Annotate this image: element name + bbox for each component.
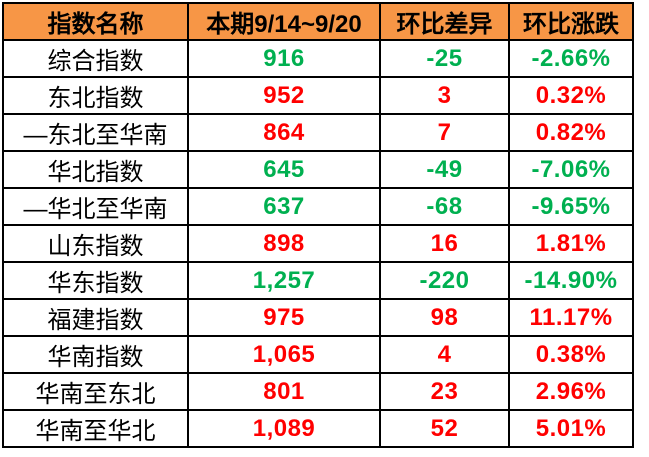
current-value-cell: 952 <box>187 76 381 115</box>
table-row: 东北指数 952 3 0.32% <box>2 76 634 115</box>
index-name-cell: 华东指数 <box>2 261 189 300</box>
current-value-cell: 864 <box>187 113 381 152</box>
table-row: 综合指数 916 -25 -2.66% <box>2 39 634 78</box>
diff-value-cell: 7 <box>379 113 510 152</box>
change-value-cell: 0.38% <box>508 335 634 374</box>
index-name-cell: 华南指数 <box>2 335 189 374</box>
change-value-cell: -7.06% <box>508 150 634 189</box>
change-value-cell: 1.81% <box>508 224 634 263</box>
current-value-cell: 637 <box>187 187 381 226</box>
table-row: 华南至华北 1,089 52 5.01% <box>2 409 634 448</box>
current-value-cell: 916 <box>187 39 381 78</box>
change-value-cell: -14.90% <box>508 261 634 300</box>
change-value-cell: 2.96% <box>508 372 634 411</box>
change-value-cell: 0.32% <box>508 76 634 115</box>
header-row: 指数名称 本期9/14~9/20 环比差异 环比涨跌 <box>2 2 634 41</box>
current-value-cell: 801 <box>187 372 381 411</box>
index-name-cell: 山东指数 <box>2 224 189 263</box>
diff-value-cell: 4 <box>379 335 510 374</box>
table-row: 华南至东北 801 23 2.96% <box>2 372 634 411</box>
table-row: —东北至华南 864 7 0.82% <box>2 113 634 152</box>
change-value-cell: -2.66% <box>508 39 634 78</box>
col-header-current-period: 本期9/14~9/20 <box>187 2 381 41</box>
index-table: 指数名称 本期9/14~9/20 环比差异 环比涨跌 综合指数 916 -25 -2.… <box>2 2 634 448</box>
table-row: 华北指数 645 -49 -7.06% <box>2 150 634 189</box>
table-row: 华南指数 1,065 4 0.38% <box>2 335 634 374</box>
current-value-cell: 1,089 <box>187 409 381 448</box>
index-name-cell: 综合指数 <box>2 39 189 78</box>
change-value-cell: 11.17% <box>508 298 634 337</box>
table-body: 综合指数 916 -25 -2.66% 东北指数 952 3 0.32% —东北至华南 864 7 0… <box>2 39 634 448</box>
change-value-cell: -9.65% <box>508 187 634 226</box>
col-header-mom-diff: 环比差异 <box>379 2 510 41</box>
index-name-cell: 华南至华北 <box>2 409 189 448</box>
index-table-container: 指数名称 本期9/14~9/20 环比差异 环比涨跌 综合指数 916 -25 -2.… <box>2 2 634 448</box>
diff-value-cell: 16 <box>379 224 510 263</box>
diff-value-cell: 52 <box>379 409 510 448</box>
index-name-cell: 东北指数 <box>2 76 189 115</box>
current-value-cell: 898 <box>187 224 381 263</box>
diff-value-cell: -49 <box>379 150 510 189</box>
col-header-mom-change: 环比涨跌 <box>508 2 634 41</box>
diff-value-cell: 23 <box>379 372 510 411</box>
diff-value-cell: 3 <box>379 76 510 115</box>
current-value-cell: 1,065 <box>187 335 381 374</box>
table-row: —华北至华南 637 -68 -9.65% <box>2 187 634 226</box>
change-value-cell: 5.01% <box>508 409 634 448</box>
change-value-cell: 0.82% <box>508 113 634 152</box>
table-row: 华东指数 1,257 -220 -14.90% <box>2 261 634 300</box>
table-row: 山东指数 898 16 1.81% <box>2 224 634 263</box>
index-name-cell: —东北至华南 <box>2 113 189 152</box>
diff-value-cell: -25 <box>379 39 510 78</box>
current-value-cell: 1,257 <box>187 261 381 300</box>
index-name-cell: 华北指数 <box>2 150 189 189</box>
index-name-cell: 华南至东北 <box>2 372 189 411</box>
diff-value-cell: 98 <box>379 298 510 337</box>
col-header-index-name: 指数名称 <box>2 2 189 41</box>
current-value-cell: 645 <box>187 150 381 189</box>
diff-value-cell: -68 <box>379 187 510 226</box>
current-value-cell: 975 <box>187 298 381 337</box>
table-row: 福建指数 975 98 11.17% <box>2 298 634 337</box>
diff-value-cell: -220 <box>379 261 510 300</box>
index-name-cell: —华北至华南 <box>2 187 189 226</box>
index-name-cell: 福建指数 <box>2 298 189 337</box>
